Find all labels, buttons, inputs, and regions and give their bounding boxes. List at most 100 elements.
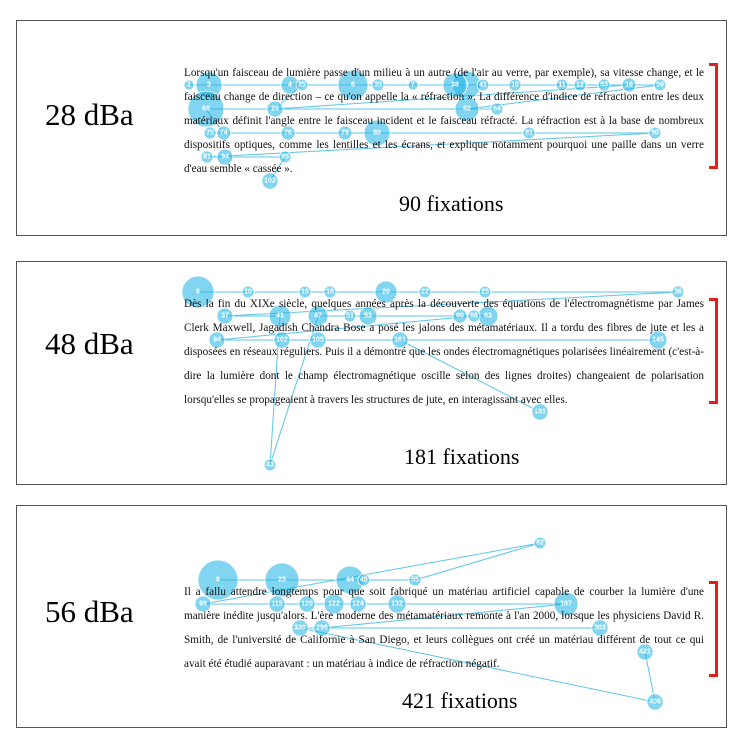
fixation-number: 62	[463, 106, 471, 113]
fixation-number: 296	[316, 625, 328, 632]
fixation-point: 10	[508, 78, 522, 92]
fixation-point: 60	[452, 308, 468, 324]
fixation-point: 90	[648, 126, 662, 140]
fixation-point: 75	[203, 126, 217, 140]
fixation-point: 80	[363, 119, 391, 147]
fixation-point: 122	[323, 593, 345, 615]
fixation-point: 51	[343, 309, 357, 323]
fixation-count: 181 fixations	[404, 444, 520, 469]
panel-48dba: 48 dBa 6 10 16 18 20 22 25 36 37 41 43 47 51 53 60 63 66…	[16, 261, 727, 485]
fixation-circle	[653, 78, 667, 92]
fixation-point: 12	[573, 78, 587, 92]
fixation-circle	[508, 78, 522, 92]
fixation-number: 18	[326, 289, 334, 296]
fixation-point: 187	[553, 591, 579, 617]
fixation-circle	[357, 573, 371, 587]
fixation-circle	[531, 403, 549, 421]
fixation-circle	[591, 619, 609, 637]
fixation-number: 41	[276, 313, 284, 320]
fixation-number: 35	[374, 82, 382, 89]
fixation-number: 115	[271, 601, 282, 608]
fixation-circle	[476, 78, 490, 92]
fixation-number: 22	[421, 289, 429, 296]
fixation-number: 75	[206, 130, 214, 137]
fixation-point: 102	[261, 172, 279, 190]
fixation-number: 91	[203, 154, 211, 161]
fixation-point: 22	[418, 285, 432, 299]
condition-label: 48 dBa	[45, 326, 134, 361]
panel-56dba: 56 dBa 8 23 44 45 55 82 99 115 120 122 124 132 187 29…	[16, 505, 727, 728]
fixation-circle	[323, 593, 345, 615]
fixation-point: 95	[278, 150, 292, 164]
fixation-circle	[183, 79, 195, 91]
fixation-number: 120	[301, 601, 313, 608]
fixation-number: 25	[481, 289, 489, 296]
fixation-number: 41	[479, 82, 487, 89]
fixation-point: 23	[264, 562, 300, 598]
fixation-circle	[261, 172, 279, 190]
fixation-number: 102	[264, 178, 276, 185]
fixation-circle	[216, 148, 234, 166]
fixation-circle	[454, 96, 480, 122]
fixation-number: 53	[364, 313, 372, 320]
fixation-circle	[490, 102, 504, 116]
fixation-point: 55	[408, 573, 422, 587]
fixation-circle	[216, 307, 234, 325]
fixation-count: 421 fixations	[402, 688, 518, 713]
fixation-circle	[323, 285, 337, 299]
fixation-number: 60	[456, 313, 464, 320]
fixation-circle	[298, 595, 316, 613]
fixation-point: 10	[241, 285, 255, 299]
fixation-circle	[478, 285, 492, 299]
fixation-circle	[391, 331, 409, 349]
fixation-point: 68	[187, 90, 225, 128]
fixation-circle	[408, 573, 422, 587]
fixation-circle	[646, 693, 664, 711]
fixation-number: 44	[346, 577, 354, 584]
fixation-number: 23	[278, 577, 286, 584]
fixation-number: 66	[470, 313, 478, 320]
fixation-number: 24	[271, 106, 279, 113]
fixation-circle	[313, 619, 331, 637]
fixation-circle	[295, 78, 309, 92]
condition-label: 56 dBa	[45, 594, 134, 629]
fixation-circle	[280, 125, 296, 141]
fixation-number: 94	[213, 337, 221, 344]
fixation-point: 296	[313, 619, 331, 637]
fixation-point: 330	[291, 619, 309, 637]
fixation-number: 63	[484, 313, 492, 320]
fixation-point: 99	[194, 595, 212, 613]
fixation-point: 6	[181, 275, 215, 309]
fixation-circle	[671, 285, 685, 299]
fixation-number: 38	[451, 82, 459, 89]
fixation-number: 74	[220, 130, 228, 137]
fixation-circle	[337, 69, 369, 101]
fixation-number: 161	[394, 337, 406, 344]
fixation-circle	[621, 77, 637, 93]
fixation-number: 47	[314, 313, 322, 320]
fixation-circle	[181, 275, 215, 309]
paragraph-bracket	[709, 63, 718, 169]
fixation-point: 120	[298, 595, 316, 613]
fixation-number: 6	[196, 289, 200, 296]
fixation-point: 11	[555, 78, 569, 92]
fixation-number: 105	[312, 337, 324, 344]
fixation-point: 81	[522, 126, 536, 140]
fixation-number: 45	[360, 577, 368, 584]
fixation-point: 94	[208, 331, 226, 349]
fixation-point: 25	[295, 78, 309, 92]
fixation-point: 25	[478, 285, 492, 299]
fixation-point: 16	[298, 285, 312, 299]
fixation-circle	[200, 150, 214, 164]
fixation-point: 91	[200, 150, 214, 164]
fixation-point: 35	[371, 78, 385, 92]
fixation-circle	[337, 125, 353, 141]
fixation-circle	[407, 79, 419, 91]
fixation-number: 330	[294, 625, 306, 632]
fixation-point: 7	[407, 79, 419, 91]
fixation-circle	[273, 331, 291, 349]
fixation-circle	[573, 78, 587, 92]
fixation-point: 59	[653, 78, 667, 92]
fixation-circle	[307, 305, 329, 327]
fixation-number: 80	[373, 130, 381, 137]
